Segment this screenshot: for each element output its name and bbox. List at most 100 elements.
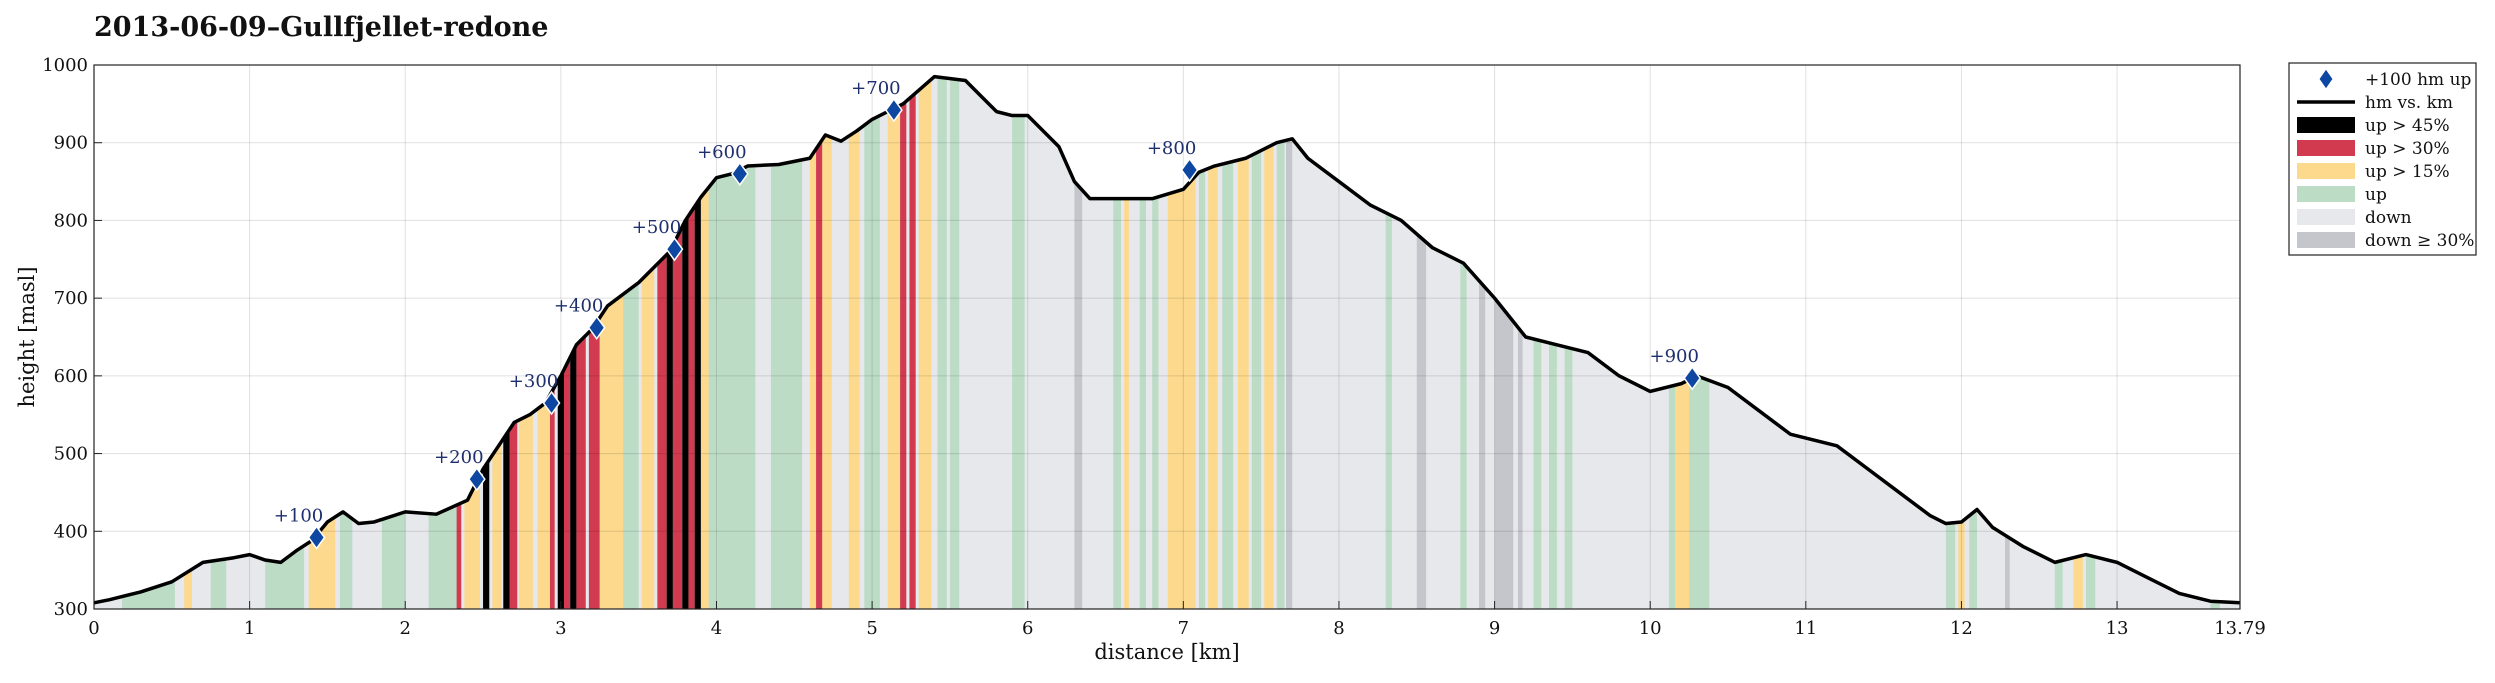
band-up	[210, 558, 227, 609]
band-up-15	[1237, 156, 1249, 609]
y-tick-label: 300	[54, 599, 88, 620]
marker-label: +700	[851, 78, 900, 99]
band-up	[2085, 554, 2096, 609]
marker-diamond	[730, 161, 749, 187]
band-up-30	[672, 226, 683, 609]
band-up-15	[1208, 165, 1218, 609]
marker-diamond	[542, 390, 561, 416]
band-up-45	[682, 215, 689, 609]
band-up	[1460, 261, 1467, 609]
y-tick-label: 600	[54, 366, 88, 387]
band-down-30	[1479, 280, 1486, 609]
band-up-15	[1167, 175, 1196, 609]
band-up-15	[537, 394, 550, 609]
band-up	[770, 159, 803, 609]
band-up-30	[688, 206, 695, 609]
profile-group	[93, 74, 2241, 605]
band-up-15	[518, 412, 533, 609]
legend-label: +100 hm up	[2365, 70, 2472, 90]
band-up-15	[641, 267, 655, 609]
band-up	[381, 511, 406, 609]
profile-line	[93, 74, 2241, 605]
legend-label: down ≥ 30%	[2365, 231, 2474, 251]
band-up-15	[918, 79, 932, 610]
legend-swatch-down	[2297, 209, 2355, 225]
band-down-30	[1074, 181, 1083, 610]
band-up-45	[666, 245, 673, 609]
legend-swatch-down-30	[2297, 232, 2355, 248]
x-tick-label: 13.79	[2214, 618, 2266, 639]
band-up-15	[2073, 555, 2083, 609]
x-tick-label: 7	[1178, 618, 1189, 639]
x-axis-label: distance [km]	[1094, 640, 1239, 664]
marker-label: +100	[274, 506, 323, 527]
y-tick-label: 800	[54, 210, 88, 231]
band-up-15	[599, 294, 624, 609]
marker-label: +200	[434, 447, 483, 468]
band-down-30	[1517, 327, 1523, 609]
legend-swatch-up	[2297, 186, 2355, 202]
band-up-15	[1675, 379, 1690, 609]
band-up	[2054, 560, 2063, 609]
band-up-15	[809, 148, 817, 609]
legend-label: up > 45%	[2365, 116, 2450, 136]
legend-swatch-marker	[2318, 68, 2334, 90]
x-tick-label: 2	[400, 618, 411, 639]
marker-diamond	[665, 236, 684, 262]
band-up	[1012, 115, 1025, 609]
band-up	[1668, 385, 1676, 609]
x-tick-label: 11	[1794, 618, 1817, 639]
band-up-30	[509, 420, 518, 609]
band-up-45	[570, 344, 577, 609]
legend: +100 hm up hm vs. km up > 45% up > 30% up > …	[2288, 62, 2477, 256]
axes	[93, 64, 2241, 610]
band-up	[937, 77, 947, 609]
legend-label: up	[2365, 185, 2387, 205]
band-up	[1969, 509, 1978, 609]
band-up	[864, 115, 880, 609]
band-up	[265, 545, 305, 609]
legend-label: down	[2365, 208, 2412, 228]
band-up-30	[456, 502, 462, 609]
gradient-bands	[122, 77, 2220, 610]
x-tick-label: 0	[88, 618, 99, 639]
band-up-15	[464, 475, 480, 609]
band-up	[1689, 375, 1710, 609]
marker-diamond	[884, 97, 903, 123]
marker-diamond	[1683, 365, 1702, 391]
x-tick-label: 10	[1639, 618, 1662, 639]
band-up-45	[557, 369, 564, 609]
band-up	[1198, 169, 1206, 609]
band-up	[1139, 198, 1146, 609]
band-up	[1113, 198, 1122, 609]
marker-diamond	[587, 315, 606, 340]
legend-swatch-up-30	[2297, 140, 2355, 156]
band-up-45	[503, 429, 510, 609]
band-up-30	[549, 386, 555, 609]
band-up-15	[1124, 198, 1129, 609]
marker-label: +400	[554, 296, 603, 317]
x-tick-label: 12	[1950, 618, 1973, 639]
chart-title: 2013-06-09–Gullfjellet-redone	[94, 12, 549, 43]
x-tick-label: 3	[555, 618, 566, 639]
band-up	[1152, 196, 1159, 610]
band-up-45	[694, 197, 701, 609]
band-up-15	[822, 134, 832, 609]
marker-diamond	[467, 466, 486, 492]
band-up-30	[909, 92, 916, 609]
x-tick-label: 8	[1333, 618, 1344, 639]
band-up-30	[576, 335, 586, 609]
marker-label: +600	[697, 142, 746, 163]
tick-labels: 0 1 2 3 4 5 6 7 8 9 10 11 12 13 13.7930040050060070080…	[42, 55, 2266, 639]
y-tick-label: 500	[54, 444, 88, 465]
band-up	[1564, 346, 1573, 609]
legend-swatch-up-15	[2297, 163, 2355, 179]
x-tick-label: 6	[1022, 618, 1033, 639]
marker-label: +800	[1147, 138, 1196, 159]
legend-swatch-up-45	[2297, 117, 2355, 133]
band-up	[339, 511, 353, 609]
band-up-45	[483, 459, 490, 609]
band-up	[623, 282, 639, 609]
band-up	[949, 78, 960, 610]
x-tick-label: 13	[2106, 618, 2129, 639]
